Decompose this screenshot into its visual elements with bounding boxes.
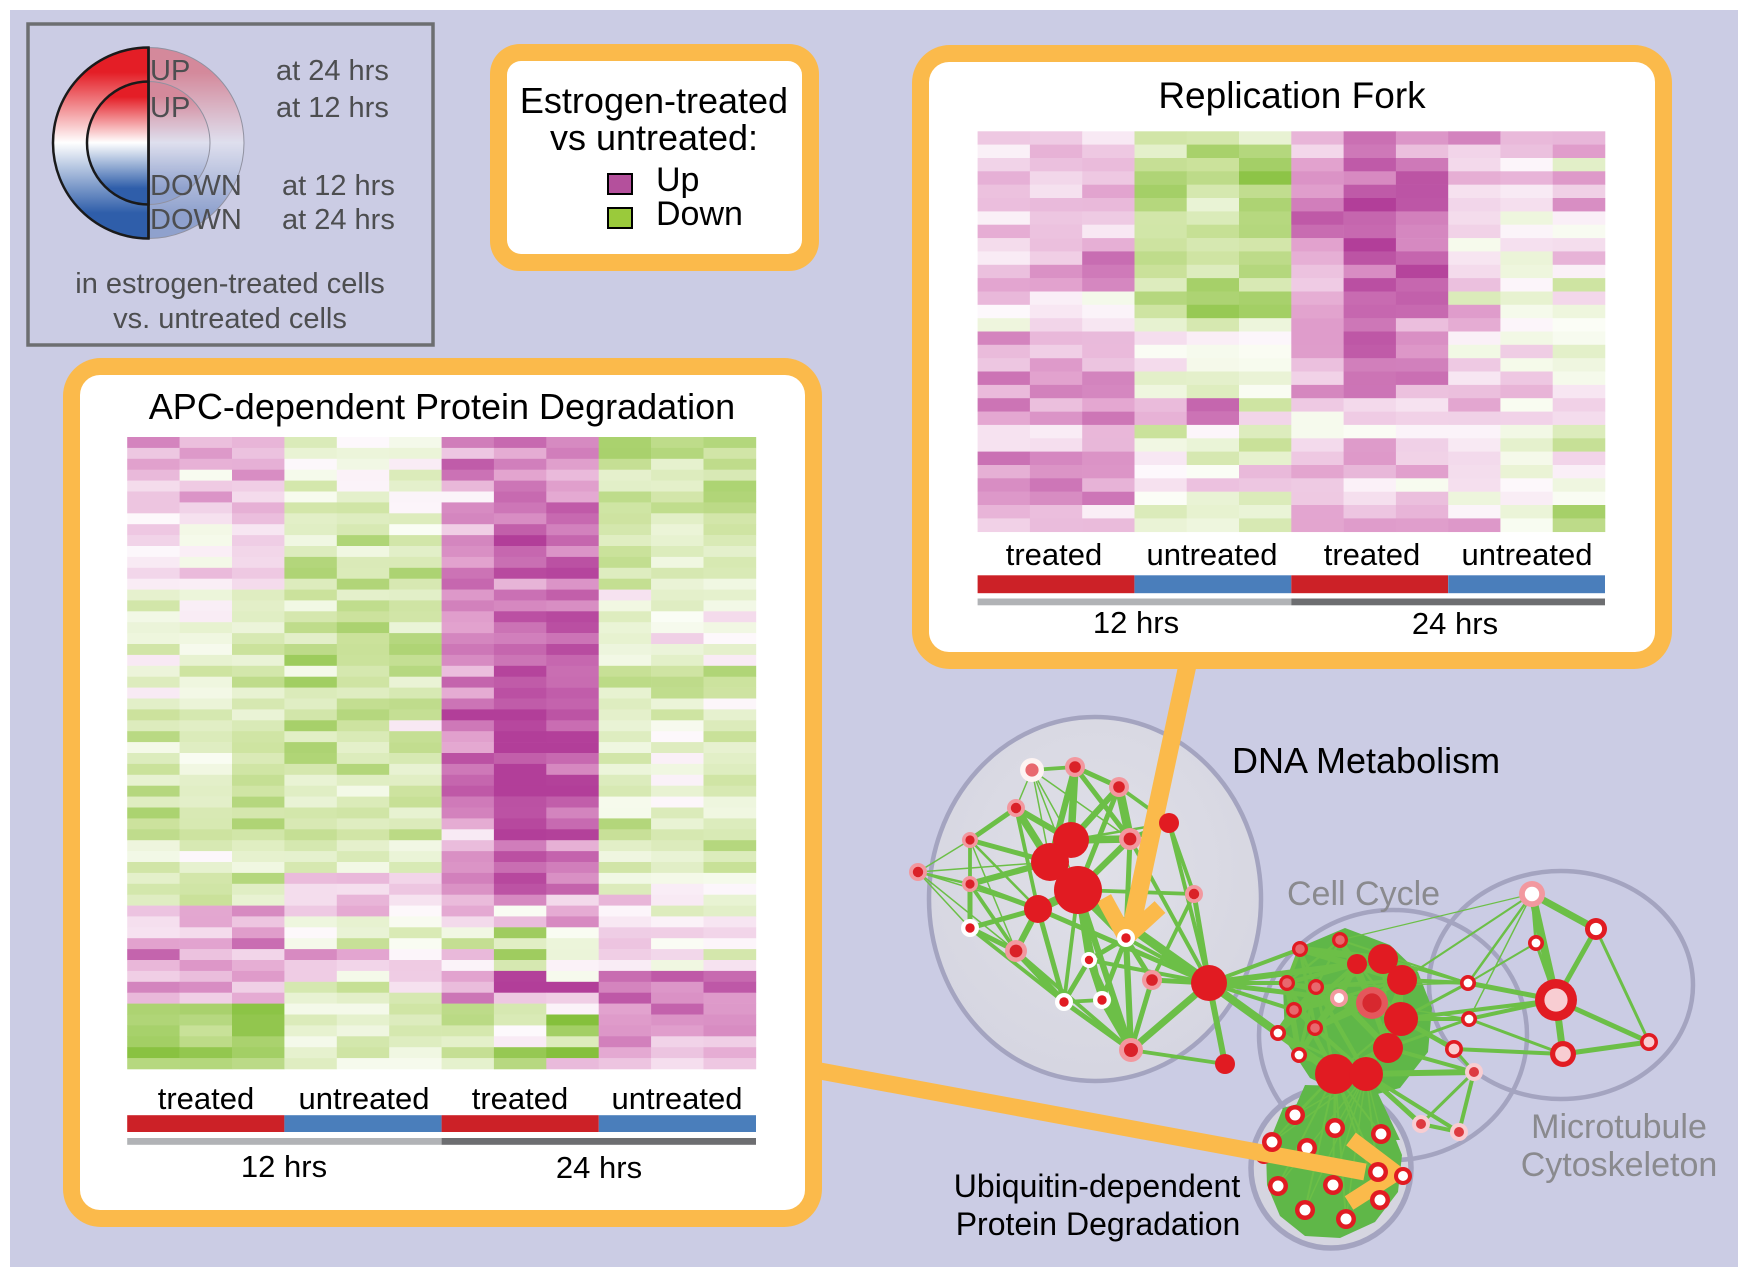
svg-text:24 hrs: 24 hrs — [1412, 606, 1498, 641]
svg-text:untreated: untreated — [612, 1081, 743, 1116]
svg-text:24 hrs: 24 hrs — [556, 1150, 642, 1185]
svg-text:untreated: untreated — [1462, 537, 1593, 572]
svg-text:at 12 hrs: at 12 hrs — [282, 170, 395, 202]
svg-text:DNA Metabolism: DNA Metabolism — [1232, 740, 1500, 781]
svg-text:Cytoskeleton: Cytoskeleton — [1521, 1146, 1718, 1184]
svg-text:at 24 hrs: at 24 hrs — [276, 55, 389, 87]
svg-text:vs. untreated cells: vs. untreated cells — [113, 303, 347, 335]
svg-text:APC-dependent Protein Degradat: APC-dependent Protein Degradation — [149, 386, 735, 427]
svg-text:UP: UP — [150, 55, 190, 87]
svg-text:DOWN: DOWN — [150, 170, 242, 202]
svg-text:vs untreated:: vs untreated: — [550, 117, 758, 158]
svg-text:treated: treated — [158, 1081, 255, 1116]
svg-text:Up: Up — [656, 161, 699, 199]
svg-text:Microtubule: Microtubule — [1531, 1108, 1707, 1146]
svg-text:at 12 hrs: at 12 hrs — [276, 92, 389, 124]
svg-text:Replication Fork: Replication Fork — [1158, 75, 1426, 116]
svg-text:untreated: untreated — [299, 1081, 430, 1116]
svg-text:untreated: untreated — [1147, 537, 1278, 572]
svg-text:treated: treated — [472, 1081, 569, 1116]
svg-text:treated: treated — [1006, 537, 1103, 572]
svg-text:treated: treated — [1324, 537, 1421, 572]
svg-text:Cell Cycle: Cell Cycle — [1287, 875, 1440, 913]
svg-text:Down: Down — [656, 195, 743, 233]
svg-text:DOWN: DOWN — [150, 204, 242, 236]
svg-text:at 24 hrs: at 24 hrs — [282, 204, 395, 236]
svg-text:Protein Degradation: Protein Degradation — [956, 1206, 1241, 1242]
svg-text:Ubiquitin-dependent: Ubiquitin-dependent — [954, 1168, 1241, 1204]
svg-text:12 hrs: 12 hrs — [1093, 605, 1179, 640]
svg-text:12 hrs: 12 hrs — [241, 1149, 327, 1184]
svg-text:Estrogen-treated: Estrogen-treated — [520, 80, 788, 121]
svg-text:UP: UP — [150, 92, 190, 124]
svg-text:in estrogen-treated cells: in estrogen-treated cells — [75, 268, 385, 300]
